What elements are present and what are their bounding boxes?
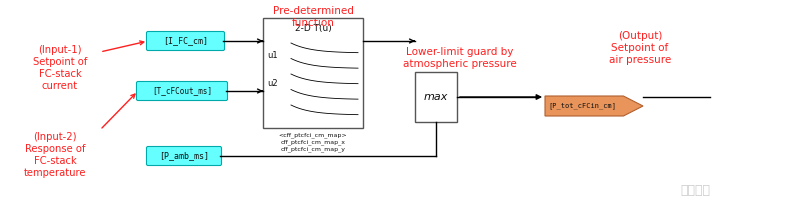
Text: 氢眼所见: 氢眼所见 [680,183,710,196]
FancyBboxPatch shape [146,32,225,51]
Text: (Output)
Setpoint of
air pressure: (Output) Setpoint of air pressure [609,31,671,65]
Text: 2-D T(u): 2-D T(u) [294,25,332,34]
Text: Pre-determined
function: Pre-determined function [273,6,354,28]
Text: [I_FC_cm]: [I_FC_cm] [163,36,208,46]
Text: max: max [424,92,448,102]
Text: <cff_ptcfci_cm_map>
cff_ptcfci_cm_map_x
cff_ptcfci_cm_map_y: <cff_ptcfci_cm_map> cff_ptcfci_cm_map_x … [278,132,347,152]
FancyBboxPatch shape [137,82,227,101]
Text: (Input-1)
Setpoint of
FC-stack
current: (Input-1) Setpoint of FC-stack current [33,45,87,91]
Text: [P_amb_ms]: [P_amb_ms] [159,152,209,160]
Polygon shape [545,96,643,116]
Bar [263,18,363,128]
FancyBboxPatch shape [146,147,222,166]
Text: (Input-2)
Response of
FC-stack
temperature: (Input-2) Response of FC-stack temperatu… [23,132,87,178]
Text: Lower-limit guard by
atmospheric pressure: Lower-limit guard by atmospheric pressur… [403,47,517,69]
Text: u1: u1 [267,51,277,61]
Text: [T_cFCout_ms]: [T_cFCout_ms] [152,86,212,95]
Text: u2: u2 [267,78,277,88]
Text: [P_tot_cFCin_cm]: [P_tot_cFCin_cm] [549,103,616,109]
Bar [415,72,457,122]
